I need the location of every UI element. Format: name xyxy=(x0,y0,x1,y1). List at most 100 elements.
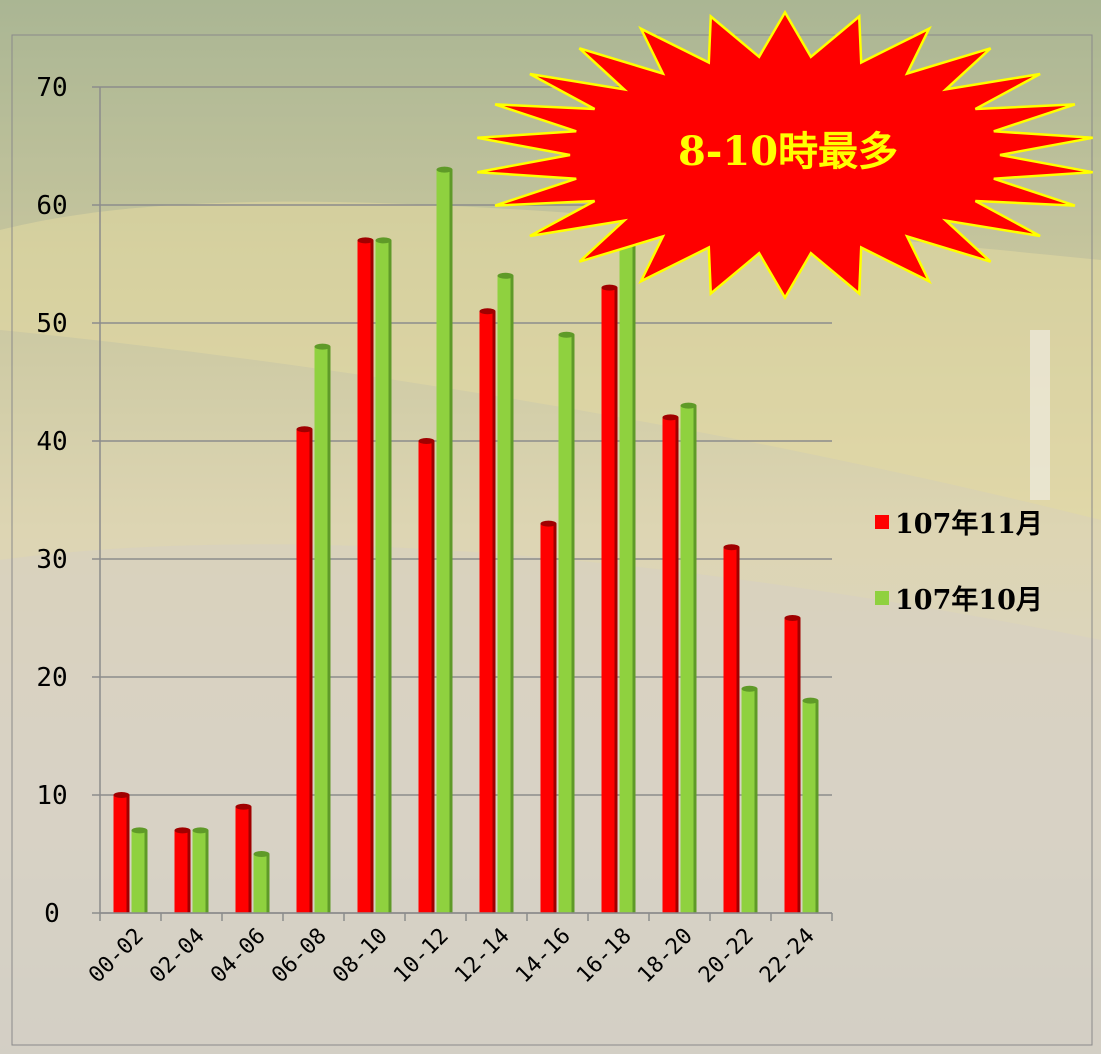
bar-shade xyxy=(449,169,453,914)
bar-shade xyxy=(492,311,496,913)
bar-oct-14-16 xyxy=(558,334,572,913)
bar-shade xyxy=(614,287,618,914)
bar-shade xyxy=(144,830,148,913)
bar-nov-00-02 xyxy=(113,795,127,913)
bar-cap xyxy=(479,308,496,315)
y-tick-label: 40 xyxy=(36,427,67,457)
bar-oct-12-14 xyxy=(497,275,511,913)
bar-shade xyxy=(693,405,697,913)
bar-cap xyxy=(436,166,453,173)
bar-cap xyxy=(418,438,435,444)
bar-oct-16-18 xyxy=(619,240,633,913)
bar-nov-10-12 xyxy=(418,441,432,913)
x-tick-label: 08-10 xyxy=(328,924,393,989)
bar-shade xyxy=(126,795,130,913)
y-tick-label: 20 xyxy=(36,663,67,693)
bar-cap xyxy=(174,827,191,834)
bar-oct-04-06 xyxy=(253,854,267,913)
legend-item: 107年10月 xyxy=(875,578,1043,617)
x-tick-label: 20-22 xyxy=(694,924,759,989)
bar-cap xyxy=(131,827,148,834)
bar-cap xyxy=(296,426,313,433)
y-tick-label: 30 xyxy=(36,545,67,575)
bar-cap xyxy=(662,414,679,421)
bar-shade xyxy=(431,441,435,913)
bar-shade xyxy=(327,346,331,914)
bar-shade xyxy=(675,417,679,913)
bar-nov-12-14 xyxy=(479,311,493,913)
y-tick-label: 60 xyxy=(36,191,67,221)
bar-cap xyxy=(192,827,209,834)
bar-shade xyxy=(205,830,209,913)
x-axis: 00-0202-0404-0606-0808-1010-1212-1414-16… xyxy=(84,912,833,989)
bar-shade xyxy=(309,429,313,913)
legend-swatch xyxy=(875,514,889,529)
bar-oct-02-04 xyxy=(192,830,206,913)
y-tick-label: 50 xyxy=(36,309,67,339)
x-tick-label: 12-14 xyxy=(450,924,515,989)
bar-oct-08-10 xyxy=(375,240,389,913)
annotation-text: 8-10時最多 xyxy=(678,128,898,175)
legend-swatch xyxy=(875,590,889,605)
bar-cap xyxy=(253,851,270,857)
x-tick-label: 14-16 xyxy=(511,924,576,989)
bars xyxy=(113,166,819,914)
bar-shade xyxy=(248,806,252,913)
x-tick-label: 06-08 xyxy=(267,924,332,989)
bar-nov-20-22 xyxy=(723,547,737,913)
legend-label: 107年10月 xyxy=(895,585,1043,616)
y-tick-label: 10 xyxy=(36,781,67,811)
bar-cap xyxy=(497,272,514,279)
x-tick-label: 02-04 xyxy=(145,924,210,989)
bar-shade xyxy=(754,688,758,913)
bar-oct-20-22 xyxy=(741,688,755,913)
bar-cap xyxy=(802,697,819,704)
bar-cap xyxy=(680,402,697,409)
x-tick-label: 16-18 xyxy=(572,924,637,989)
bar-oct-22-24 xyxy=(802,700,816,913)
y-tick-label: 70 xyxy=(36,73,67,103)
bar-shade xyxy=(815,700,819,913)
bar-oct-18-20 xyxy=(680,405,694,913)
annotation-starburst: 8-10時最多 xyxy=(477,9,1093,301)
bar-cap xyxy=(723,544,740,551)
bar-shade xyxy=(510,275,514,913)
bar-nov-08-10 xyxy=(357,240,371,913)
bar-cap xyxy=(357,237,374,244)
bar-cap xyxy=(113,792,130,798)
bar-shade xyxy=(266,854,270,913)
bar-nov-04-06 xyxy=(235,806,249,913)
bar-cap xyxy=(540,520,557,527)
bar-cap xyxy=(601,284,618,291)
x-tick-label: 04-06 xyxy=(206,924,271,989)
bar-nov-18-20 xyxy=(662,417,676,913)
bar-cap xyxy=(741,685,758,692)
plot-frame xyxy=(11,34,1093,1046)
legend-label: 107年11月 xyxy=(895,509,1043,540)
legend-item: 107年11月 xyxy=(875,502,1043,541)
bar-shade xyxy=(571,334,575,913)
x-tick-label: 18-20 xyxy=(633,924,698,989)
bar-nov-02-04 xyxy=(174,830,188,913)
bar-cap xyxy=(375,237,392,244)
bar-oct-10-12 xyxy=(436,169,450,914)
bar-nov-22-24 xyxy=(784,618,798,913)
bar-shade xyxy=(370,240,374,913)
bar-oct-06-08 xyxy=(314,346,328,914)
bar-shade xyxy=(388,240,392,913)
y-tick-label: 0 xyxy=(44,899,60,929)
x-tick-label: 00-02 xyxy=(84,924,149,989)
y-axis: 0 10 20 30 40 50 60 70 xyxy=(36,73,101,929)
bar-shade xyxy=(797,618,801,913)
bar-shade xyxy=(736,547,740,913)
x-tick-label: 10-12 xyxy=(389,924,454,989)
bar-oct-00-02 xyxy=(131,830,145,913)
bar-nov-16-18 xyxy=(601,287,615,914)
bar-cap xyxy=(558,331,575,338)
bar-shade xyxy=(553,523,557,913)
bar-cap xyxy=(784,615,801,621)
bar-shade xyxy=(187,830,191,913)
bar-cap xyxy=(314,343,331,350)
bar-nov-06-08 xyxy=(296,429,310,913)
